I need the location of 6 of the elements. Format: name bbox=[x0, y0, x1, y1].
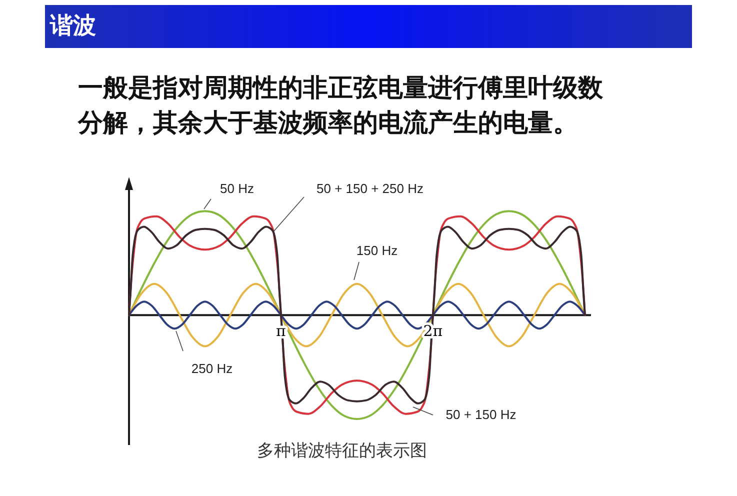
series-label: 150 Hz bbox=[356, 243, 398, 258]
series-label: 50 + 150 Hz bbox=[446, 407, 516, 422]
chart-subtitle: 一般是指对周期性的非正弦电量进行傅里叶级数分解，其余大于基波频率的电流产生的电量。 bbox=[78, 72, 604, 139]
series-label: 50 Hz bbox=[220, 181, 254, 196]
chart-title: 谐波 bbox=[50, 12, 96, 41]
text: 多种谐波特征的表示图 bbox=[257, 441, 427, 461]
